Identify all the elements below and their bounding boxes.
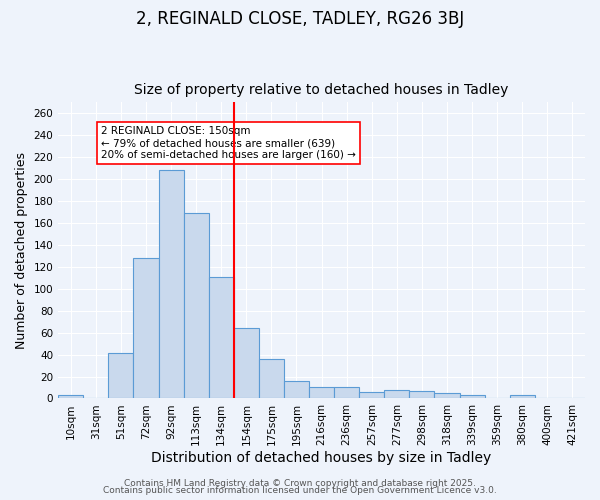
Bar <box>309 388 334 398</box>
Bar <box>359 392 385 398</box>
Bar <box>184 213 209 398</box>
Y-axis label: Number of detached properties: Number of detached properties <box>15 152 28 349</box>
Bar <box>259 359 284 399</box>
Bar <box>284 381 309 398</box>
Text: Contains public sector information licensed under the Open Government Licence v3: Contains public sector information licen… <box>103 486 497 495</box>
Bar <box>460 395 485 398</box>
X-axis label: Distribution of detached houses by size in Tadley: Distribution of detached houses by size … <box>151 451 492 465</box>
Text: 2, REGINALD CLOSE, TADLEY, RG26 3BJ: 2, REGINALD CLOSE, TADLEY, RG26 3BJ <box>136 10 464 28</box>
Text: Contains HM Land Registry data © Crown copyright and database right 2025.: Contains HM Land Registry data © Crown c… <box>124 478 476 488</box>
Bar <box>385 390 409 398</box>
Bar <box>334 388 359 398</box>
Bar <box>133 258 158 398</box>
Bar <box>109 354 133 399</box>
Bar <box>409 391 434 398</box>
Title: Size of property relative to detached houses in Tadley: Size of property relative to detached ho… <box>134 83 509 97</box>
Bar <box>434 393 460 398</box>
Bar <box>209 276 234 398</box>
Bar <box>158 170 184 398</box>
Text: 2 REGINALD CLOSE: 150sqm
← 79% of detached houses are smaller (639)
20% of semi-: 2 REGINALD CLOSE: 150sqm ← 79% of detach… <box>101 126 356 160</box>
Bar <box>58 395 83 398</box>
Bar <box>510 395 535 398</box>
Bar <box>234 328 259 398</box>
